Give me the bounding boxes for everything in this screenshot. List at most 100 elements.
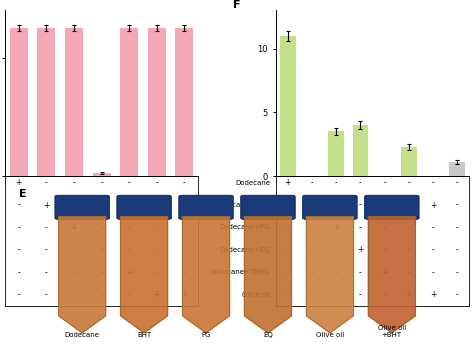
Text: -: -	[359, 290, 362, 299]
Text: -: -	[335, 268, 337, 277]
Text: Dodecane: Dodecane	[64, 331, 100, 338]
Text: -: -	[432, 245, 434, 254]
FancyBboxPatch shape	[365, 195, 419, 219]
Text: +: +	[98, 245, 105, 254]
Polygon shape	[306, 217, 354, 333]
Text: -: -	[383, 178, 386, 187]
Text: Dodecane+TBHQ: Dodecane+TBHQ	[210, 269, 270, 275]
Bar	[120, 28, 138, 176]
Text: -: -	[407, 223, 410, 232]
Text: -: -	[286, 223, 289, 232]
Text: PG: PG	[201, 331, 211, 338]
Text: -: -	[335, 201, 337, 210]
Text: -: -	[128, 245, 130, 254]
Text: -: -	[155, 223, 158, 232]
Text: -: -	[383, 290, 386, 299]
Text: -: -	[17, 245, 20, 254]
Text: -: -	[100, 223, 103, 232]
FancyBboxPatch shape	[117, 195, 171, 219]
Text: -: -	[310, 290, 313, 299]
Text: -: -	[383, 223, 386, 232]
Text: +: +	[406, 290, 412, 299]
Text: E: E	[18, 189, 26, 199]
Bar	[9, 28, 27, 176]
Text: -: -	[73, 178, 75, 187]
Text: -: -	[335, 245, 337, 254]
Text: -: -	[17, 223, 20, 232]
Text: F: F	[233, 0, 241, 10]
Text: Dodecane: Dodecane	[235, 180, 270, 186]
Text: +: +	[430, 290, 436, 299]
Text: -: -	[359, 223, 362, 232]
Text: Dodecane+PG: Dodecane+PG	[219, 225, 270, 230]
Text: -: -	[183, 223, 186, 232]
Bar	[175, 28, 193, 176]
Text: -: -	[100, 290, 103, 299]
FancyBboxPatch shape	[55, 195, 109, 219]
Text: -: -	[432, 178, 434, 187]
Text: -: -	[17, 201, 20, 210]
Text: -: -	[432, 223, 434, 232]
Text: +: +	[126, 268, 132, 277]
Polygon shape	[59, 217, 106, 333]
Bar	[280, 36, 296, 176]
Text: -: -	[73, 268, 75, 277]
Text: -: -	[128, 223, 130, 232]
Text: -: -	[100, 201, 103, 210]
Text: -: -	[310, 223, 313, 232]
Text: +: +	[43, 201, 49, 210]
Polygon shape	[368, 217, 415, 333]
Text: -: -	[359, 201, 362, 210]
Bar	[328, 131, 344, 176]
Text: -: -	[128, 290, 130, 299]
Bar	[37, 28, 55, 176]
Polygon shape	[245, 217, 292, 333]
Text: -: -	[17, 290, 20, 299]
Text: -: -	[335, 178, 337, 187]
Text: -: -	[45, 223, 47, 232]
Text: -: -	[73, 290, 75, 299]
Text: -: -	[45, 268, 47, 277]
Text: -: -	[335, 290, 337, 299]
FancyBboxPatch shape	[179, 195, 233, 219]
FancyBboxPatch shape	[303, 195, 357, 219]
Text: -: -	[383, 245, 386, 254]
Text: -: -	[310, 178, 313, 187]
Bar	[353, 125, 368, 176]
Polygon shape	[182, 217, 229, 333]
Text: -: -	[45, 245, 47, 254]
Text: -: -	[286, 245, 289, 254]
Text: BHT: BHT	[137, 331, 151, 338]
Text: -: -	[155, 245, 158, 254]
Text: +: +	[154, 290, 160, 299]
Text: -: -	[456, 268, 458, 277]
Text: -: -	[128, 178, 130, 187]
Text: -: -	[456, 245, 458, 254]
Text: +: +	[181, 290, 188, 299]
Text: +: +	[181, 201, 188, 210]
Text: -: -	[359, 178, 362, 187]
Text: -: -	[456, 290, 458, 299]
Text: -: -	[17, 268, 20, 277]
Text: -: -	[383, 201, 386, 210]
Text: -: -	[155, 201, 158, 210]
Text: -: -	[286, 268, 289, 277]
Text: -: -	[155, 268, 158, 277]
Text: -: -	[183, 245, 186, 254]
Text: -: -	[407, 178, 410, 187]
Text: -: -	[100, 178, 103, 187]
Bar	[449, 162, 465, 176]
Bar	[401, 147, 417, 176]
Text: Dodecane+EQ: Dodecane+EQ	[219, 247, 270, 253]
Text: -: -	[310, 268, 313, 277]
Text: +: +	[333, 223, 339, 232]
Text: -: -	[456, 201, 458, 210]
Text: +: +	[284, 178, 291, 187]
Polygon shape	[120, 217, 168, 333]
Text: -: -	[73, 201, 75, 210]
Text: -: -	[286, 201, 289, 210]
Text: -: -	[155, 178, 158, 187]
Text: Olive oil: Olive oil	[242, 292, 270, 298]
Text: -: -	[407, 201, 410, 210]
Text: +: +	[15, 178, 22, 187]
